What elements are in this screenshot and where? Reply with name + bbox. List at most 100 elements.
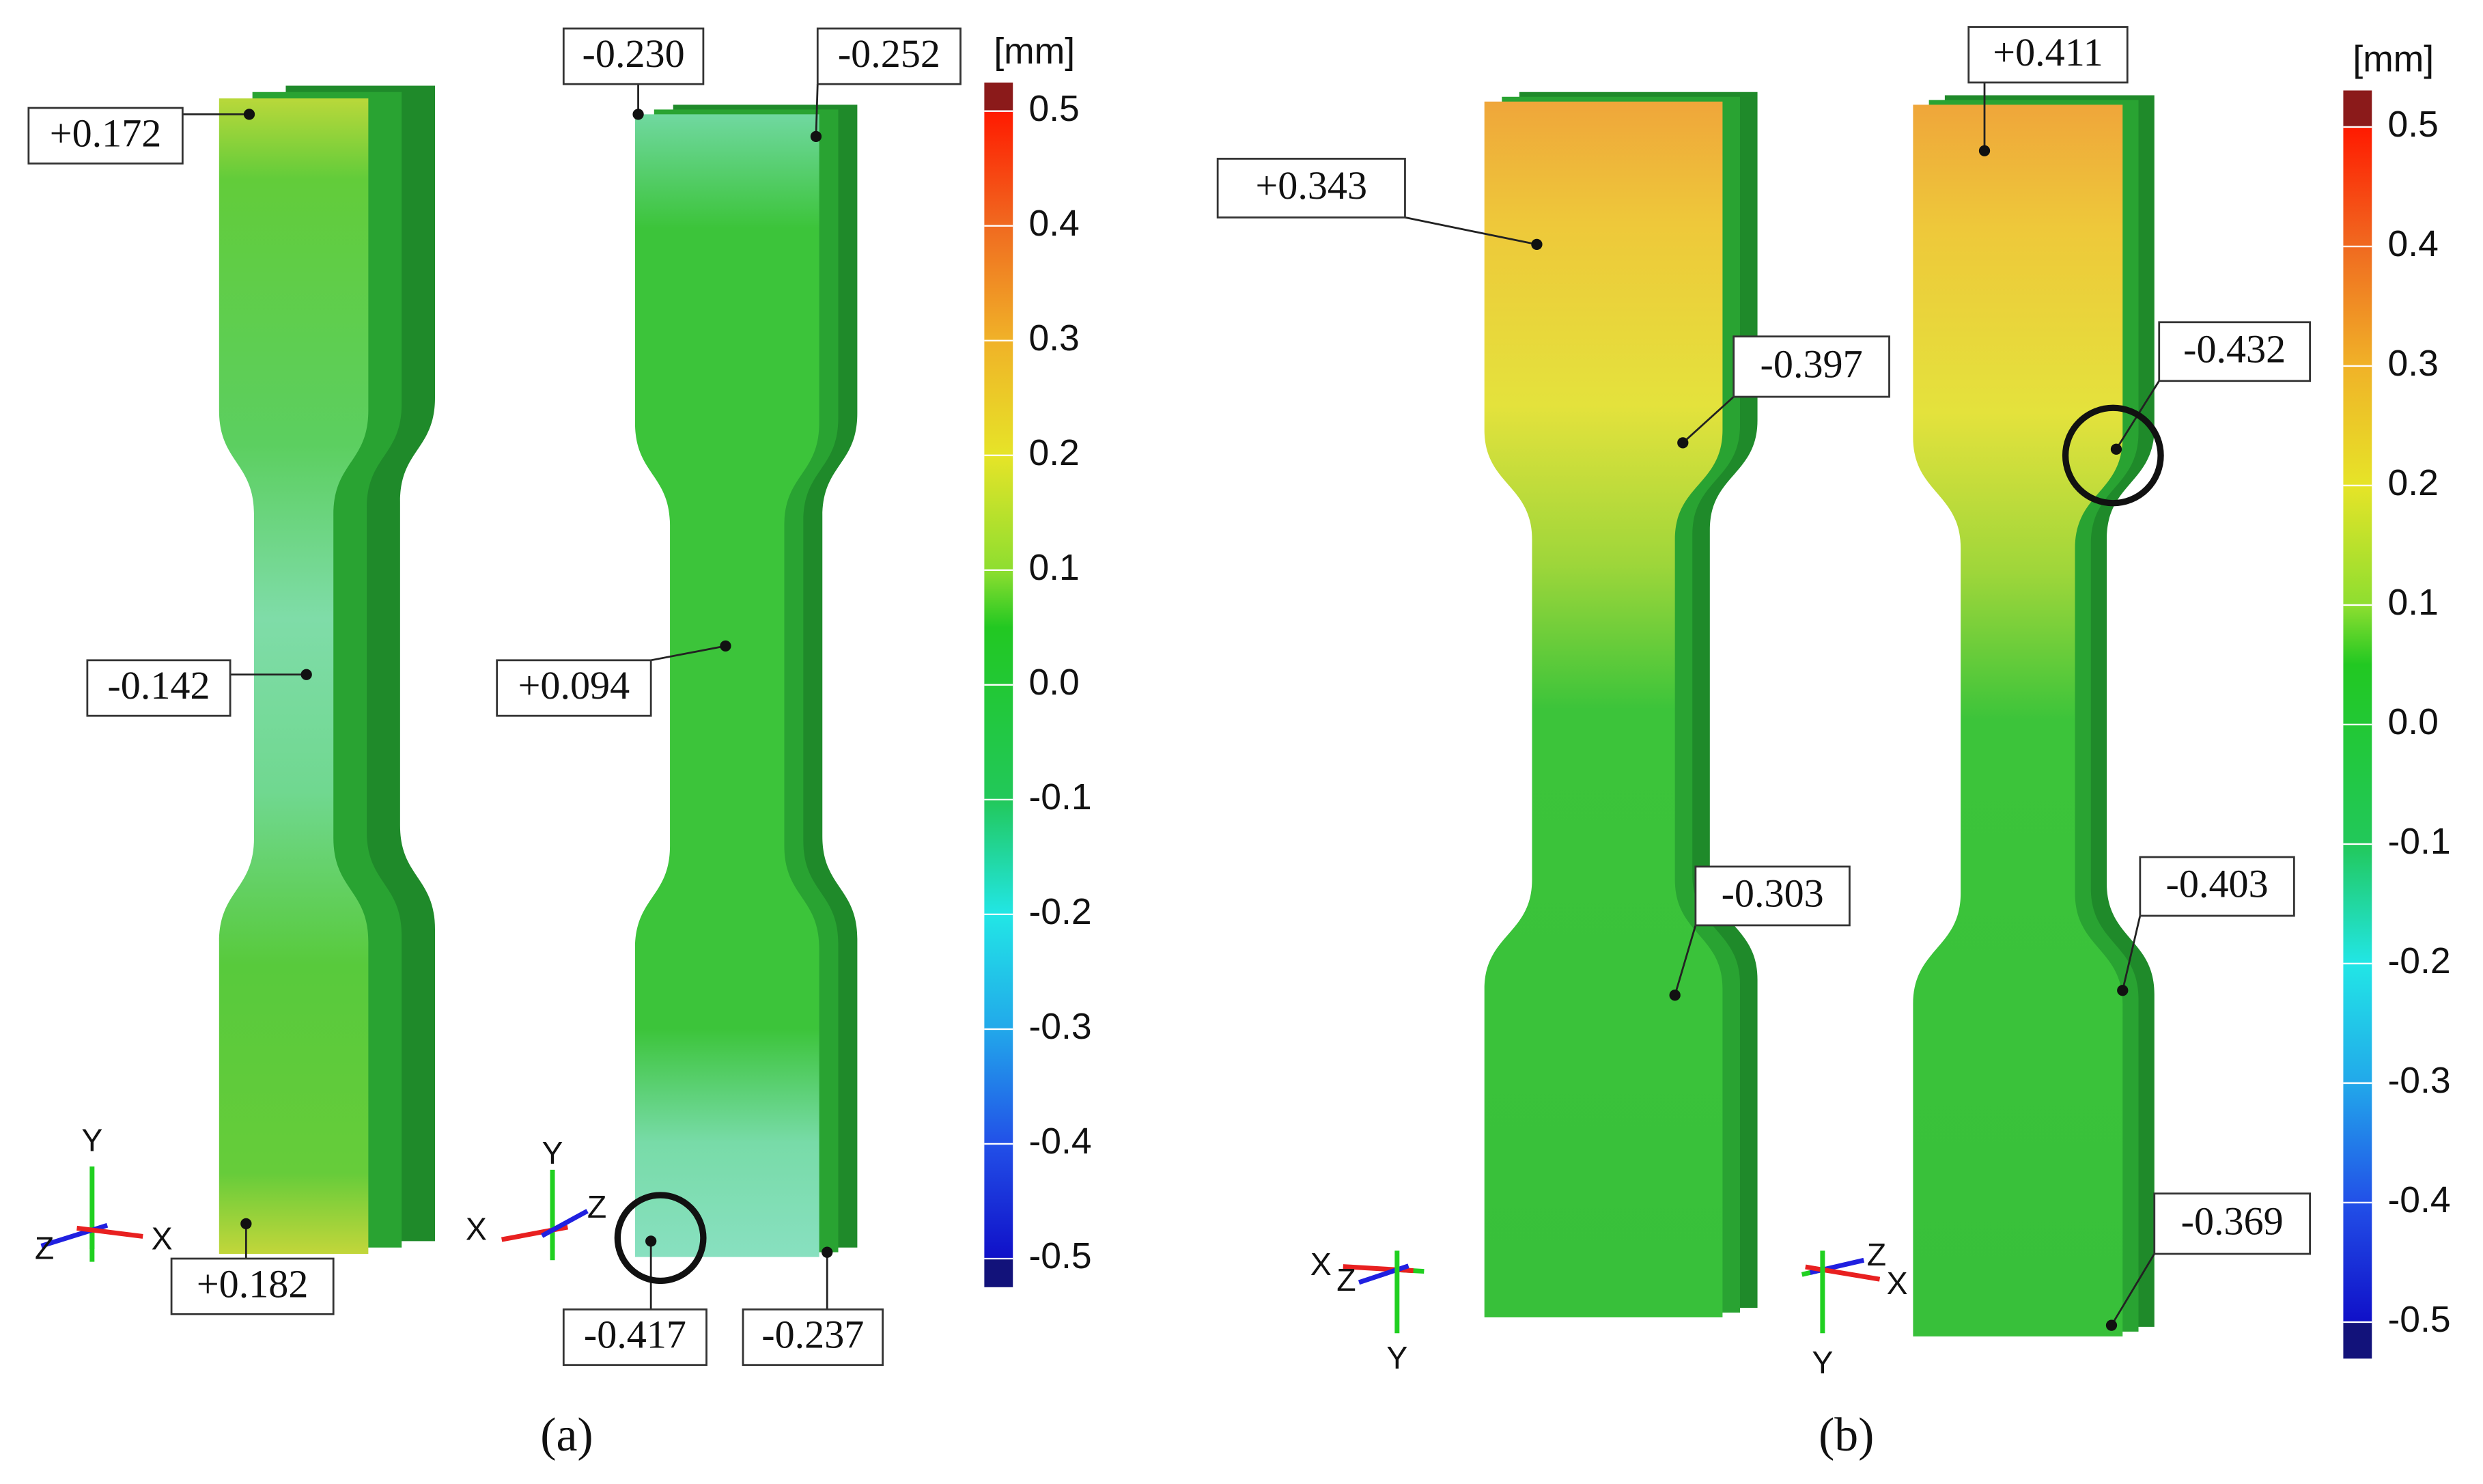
axis-label: Y: [1812, 1345, 1833, 1380]
callout-label: -0.397: [1760, 342, 1863, 387]
leader-line: [2110, 1253, 2155, 1326]
axis-arrow: [76, 1225, 143, 1239]
colorbar-tick-label: -0.2: [2388, 941, 2451, 981]
callout-box: [1694, 865, 1851, 927]
measure-point: [645, 1235, 657, 1247]
leader-line: [1682, 395, 1735, 444]
callout-box: [1967, 26, 2129, 84]
leader-line: [1674, 925, 1697, 996]
measure-point: [2117, 985, 2129, 996]
measure-point: [2105, 1319, 2118, 1331]
measure-point: [2110, 443, 2122, 455]
axis-arrow: [1358, 1263, 1409, 1285]
callout-box: [170, 1257, 335, 1315]
callout-box: [496, 659, 652, 717]
callout-label: -0.142: [107, 663, 210, 708]
callout-label: -0.252: [838, 31, 940, 76]
axis-label: X: [466, 1212, 487, 1247]
colorbar-unit: [mm]: [2353, 40, 2434, 80]
colorbar-max: [2343, 90, 2372, 127]
axis-label: X: [152, 1221, 173, 1257]
colorbar-tick-label: 0.1: [1028, 548, 1079, 588]
colorbar-max: [984, 82, 1013, 111]
axis-label: Z: [1336, 1262, 1356, 1298]
specimen-face: [1484, 101, 1723, 1317]
callout-box: [562, 27, 705, 85]
axis-label: Y: [542, 1135, 563, 1171]
colorbar-min: [984, 1258, 1013, 1287]
axis-label: Y: [1386, 1340, 1407, 1375]
measure-point: [810, 130, 822, 143]
measure-point: [1669, 990, 1681, 1001]
callout-label: -0.432: [2183, 326, 2286, 371]
callout-box: [742, 1308, 884, 1367]
callout-box: [1733, 335, 1890, 398]
callout-label: -0.230: [583, 31, 685, 76]
leader-line: [1405, 216, 1537, 246]
axis-label: Y: [81, 1123, 102, 1158]
measure-point: [300, 669, 312, 680]
callout-label: +0.182: [197, 1261, 309, 1306]
specimen-face: [1913, 104, 2123, 1336]
colorbar-tick-label: -0.5: [2388, 1300, 2451, 1340]
callout-label: +0.343: [1256, 163, 1368, 208]
specimen-face: [634, 114, 819, 1257]
axis-label: Z: [587, 1189, 606, 1224]
colorbar-tick-label: 0.4: [1028, 204, 1079, 244]
colorbar-tick-label: 0.4: [2388, 224, 2439, 264]
colorbar-min: [2343, 1321, 2372, 1359]
colorbar-tick-label: -0.4: [1028, 1121, 1091, 1162]
callout-label: -0.303: [1722, 871, 1824, 916]
axis-label: Z: [35, 1231, 54, 1266]
panel-label: (a): [540, 1409, 593, 1461]
measure-point: [1531, 238, 1543, 251]
callout-box: [2158, 321, 2311, 382]
callout-box: [2153, 1192, 2311, 1255]
axis-arrow: [1805, 1264, 1881, 1282]
callout-label: -0.417: [584, 1313, 686, 1357]
axis-label: X: [1887, 1265, 1908, 1301]
colorbar-tick-label: 0.1: [2388, 583, 2439, 623]
colorbar-tick-label: 0.5: [2388, 104, 2439, 145]
measure-point: [243, 109, 255, 120]
callout-label: -0.237: [761, 1313, 864, 1357]
callout-label: +0.411: [1993, 30, 2103, 74]
callout-label: +0.094: [518, 663, 630, 708]
measure-point: [240, 1218, 252, 1229]
colorbar-tick-label: 0.3: [2388, 344, 2439, 384]
callout-box: [86, 659, 232, 717]
colorbar-tick-label: -0.1: [1028, 777, 1091, 817]
colorbar-tick-label: 0.0: [2388, 702, 2439, 742]
callout-box: [562, 1308, 707, 1367]
measure-point: [1677, 437, 1689, 449]
specimen-face: [219, 98, 369, 1255]
measure-point: [632, 109, 644, 120]
colorbar-tick-label: 0.2: [1028, 433, 1079, 473]
axis-label: Z: [1867, 1237, 1886, 1272]
colorbar-tick-label: -0.2: [1028, 892, 1091, 932]
measure-point: [1978, 145, 1991, 156]
colorbar-tick-label: 0.0: [1028, 662, 1079, 703]
leader-line: [815, 84, 819, 137]
highlight-circle: [2062, 404, 2164, 507]
colorbar-tick-label: 0.2: [2388, 463, 2439, 503]
colorbar-unit: [mm]: [994, 31, 1075, 72]
colorbar-tick-label: -0.4: [2388, 1180, 2451, 1220]
colorbar-tick-label: 0.5: [1028, 89, 1079, 129]
axis-label: X: [1310, 1246, 1332, 1282]
callout-box: [2139, 856, 2295, 917]
callout-box: [816, 27, 962, 85]
leader-line: [2121, 915, 2142, 991]
callout-label: +0.172: [50, 111, 162, 155]
colorbar-tick-label: 0.3: [1028, 318, 1079, 359]
annotations: [mm] 0.5 0.4 0.3 0.2 0.1 0.0 -0.1 -0.2 -0.3 -0.4 -0…: [27, 26, 2451, 1461]
leader-line: [650, 645, 726, 662]
colorbar-tick-label: -0.1: [2388, 822, 2451, 862]
highlight-circle: [614, 1192, 707, 1285]
measure-point: [720, 640, 731, 652]
axis-arrow: [541, 1209, 589, 1238]
panel-label: (b): [1819, 1409, 1874, 1461]
callout-label: -0.403: [2166, 862, 2269, 906]
colorbar-tick-label: -0.3: [2388, 1061, 2451, 1101]
